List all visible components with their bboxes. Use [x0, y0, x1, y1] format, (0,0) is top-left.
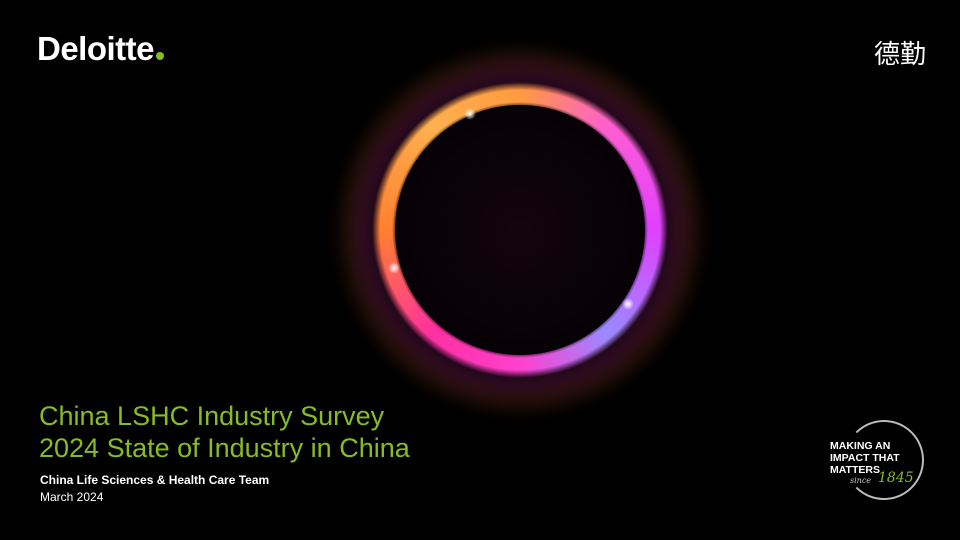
deloitte-logo: Deloitte [37, 30, 165, 68]
badge-circle [844, 420, 924, 500]
sparkle-icon [622, 298, 634, 310]
badge-year: 1845 [878, 470, 914, 486]
impact-badge: MAKING AN IMPACT THAT MATTERS since 1845 [826, 420, 926, 502]
slide-subtitle: 2024 State of Industry in China [39, 433, 410, 463]
ring-center [395, 105, 645, 355]
badge-since: since [850, 476, 872, 485]
badge-text: MAKING AN IMPACT THAT MATTERS [830, 440, 902, 476]
sparkle-icon [464, 108, 476, 120]
badge-line: MATTERS [830, 464, 880, 476]
badge-line: IMPACT THAT [830, 452, 900, 464]
glowing-ring-image [340, 50, 700, 410]
slide-date: March 2024 [40, 490, 104, 504]
sparkle-icon [388, 262, 400, 274]
chinese-logo: 德勤 [873, 40, 926, 70]
logo-text: Deloitte [37, 30, 155, 67]
badge-line: MAKING AN [830, 440, 891, 452]
team-name: China Life Sciences & Health Care Team [40, 473, 270, 487]
logo-green-dot [156, 52, 165, 60]
slide-title: China LSHC Industry Survey [39, 401, 385, 431]
